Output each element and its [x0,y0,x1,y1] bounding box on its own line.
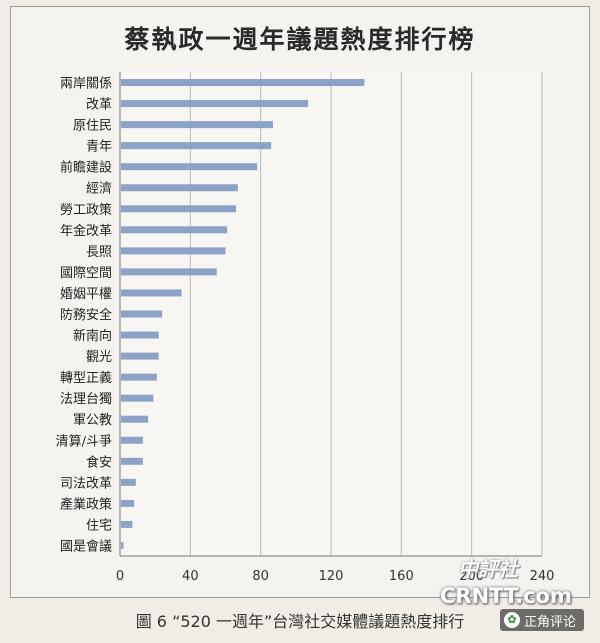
category-label: 司法改革 [60,476,112,491]
x-tick-label: 0 [116,569,124,584]
bar [121,79,365,87]
bar [121,121,273,129]
bar-chart: 0 40 80 120 160 200 240 兩岸關係改革原住民青年前瞻建設經濟勞工政策年金… [56,72,555,584]
bar [121,457,143,465]
watermark-site-cn: 中評社 [458,557,518,581]
bar [121,226,228,234]
bar [121,436,143,444]
category-label: 前瞻建設 [60,160,112,176]
figure-caption: 圖 6 “520 一週年”台灣社交媒體議題熱度排行 [135,612,465,631]
bar [121,373,157,381]
bar [121,142,272,150]
bar [121,184,238,192]
bar [121,415,149,423]
x-tick-label: 200 [459,569,484,584]
category-label: 經濟 [86,181,112,197]
category-label: 食安 [86,454,112,470]
category-label: 原住民 [73,119,112,134]
category-label: 產業政策 [60,496,112,512]
badge-label: 正角评论 [524,614,577,630]
bar [121,478,136,486]
bar [121,520,133,528]
bar [121,499,135,507]
category-label: 勞工政策 [60,202,112,218]
x-tick-label: 80 [252,569,269,584]
bar [121,331,159,339]
category-label: 法理台獨 [60,392,112,407]
chart-title: 蔡執政一週年議題熱度排行榜 [124,25,476,54]
bar [121,310,163,318]
category-label: 清算/斗爭 [56,434,112,449]
x-tick-label: 160 [389,569,414,584]
category-label: 轉型正義 [60,370,112,386]
category-label: 改革 [86,98,112,113]
category-label: 觀光 [86,350,112,365]
category-label: 國是會議 [60,539,112,554]
category-label: 婚姻平權 [60,287,112,302]
account-badge[interactable]: ✿ 正角评论 [500,609,585,631]
bar [121,247,226,255]
bar [121,394,154,402]
bar [121,205,237,213]
category-label: 青年 [86,140,112,155]
bar [121,100,309,108]
category-label: 軍公教 [73,412,112,428]
category-label: 兩岸關係 [60,77,112,92]
x-tick-label: 40 [182,569,199,584]
bar [121,163,258,171]
wechat-icon: ✿ [504,612,520,628]
category-label: 長照 [86,245,112,260]
category-label: 國際空間 [60,266,112,281]
watermark-site-en: CRNTT.com [440,584,572,608]
category-label: 年金改革 [60,223,112,239]
bar [121,541,124,549]
category-label: 防務安全 [60,307,112,323]
category-label: 住宅 [86,518,112,533]
bar [121,352,159,360]
bar [121,268,217,276]
bar [121,289,182,297]
category-label: 新南向 [73,328,112,344]
x-tick-label: 240 [530,569,555,584]
x-tick-label: 120 [319,569,344,584]
